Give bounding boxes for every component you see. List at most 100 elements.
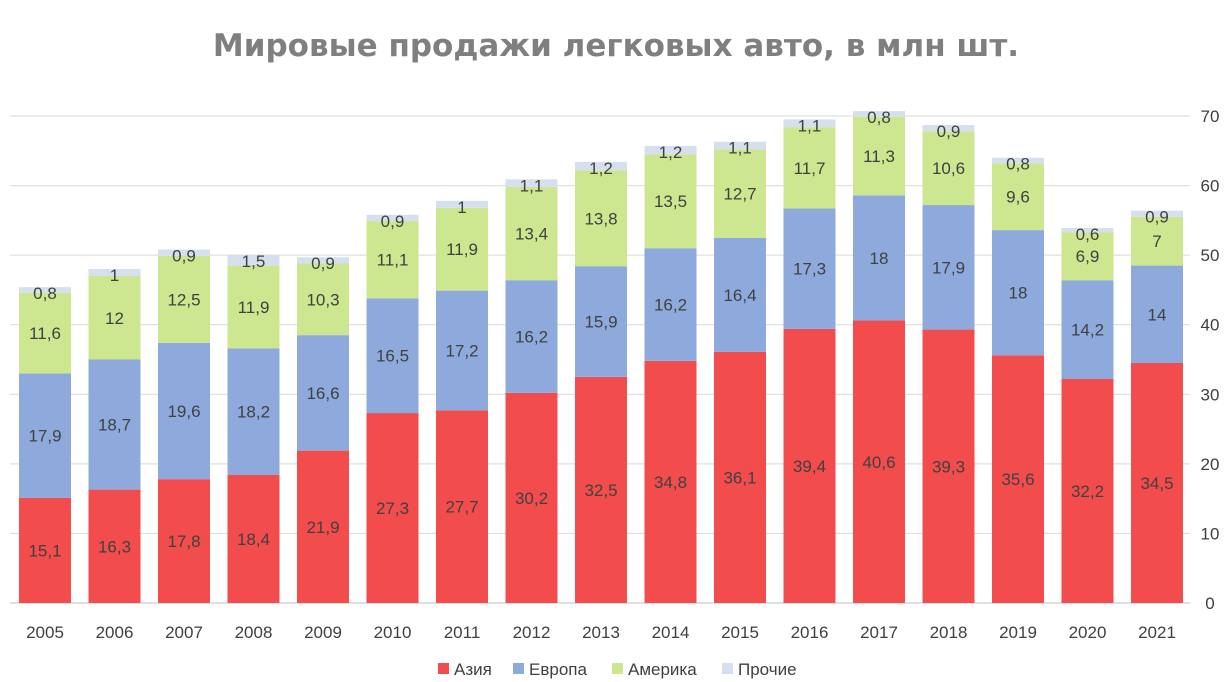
bar-Европа	[227, 348, 280, 475]
data-label: 0,9	[937, 122, 961, 141]
data-label: 16,4	[723, 286, 756, 305]
data-label: 34,5	[1140, 474, 1173, 493]
bar-Европа	[1131, 265, 1183, 363]
legend-label: Азия	[454, 660, 492, 679]
bar-Европа	[1061, 280, 1114, 379]
x-tick-label: 2020	[1069, 623, 1107, 642]
bar-Америка	[297, 263, 349, 336]
x-tick-label: 2014	[652, 623, 690, 642]
bar-Европа	[714, 237, 766, 352]
data-label: 1,1	[798, 116, 822, 135]
bar-Прочие	[227, 255, 280, 266]
bar-Азия	[436, 410, 488, 603]
bar-Прочие	[19, 287, 71, 293]
x-tick-label: 2005	[26, 623, 64, 642]
data-label: 32,2	[1071, 482, 1104, 501]
bar-Европа	[19, 373, 71, 498]
bar-Америка	[783, 127, 836, 209]
bar-Америка	[505, 186, 558, 281]
bar-Азия	[575, 376, 627, 603]
y-tick-label: 30	[1201, 385, 1220, 404]
bar-Европа	[158, 342, 210, 480]
data-label: 39,4	[793, 457, 826, 476]
y-axis: 0 10 20 30 40 50 60 70	[1201, 107, 1220, 613]
bar-Америка	[158, 255, 210, 343]
legend-label: Европа	[529, 660, 587, 679]
legend-label: Америка	[628, 660, 697, 679]
data-label: 18,2	[237, 403, 270, 422]
data-label: 27,3	[376, 499, 409, 518]
data-label: 11,1	[377, 251, 409, 270]
bar-Азия	[297, 450, 349, 603]
bar-Азия	[88, 489, 141, 603]
data-label: 0,8	[867, 108, 891, 127]
data-label: 6,9	[1076, 247, 1100, 266]
data-label: 11,7	[794, 159, 826, 178]
bars	[19, 111, 1183, 603]
bar-Америка	[714, 149, 766, 238]
y-tick-label: 10	[1201, 524, 1220, 543]
bar-Прочие	[644, 145, 697, 155]
data-label: 15,1	[28, 541, 61, 560]
bar-Европа	[922, 205, 975, 330]
bar-Америка	[992, 163, 1044, 231]
data-label: 1,5	[242, 252, 266, 271]
data-label: 0,9	[381, 212, 405, 231]
data-label: 13,8	[584, 209, 617, 228]
x-tick-label: 2018	[930, 623, 968, 642]
bar-Азия	[992, 355, 1044, 603]
bar-Прочие	[88, 269, 141, 277]
data-label: 1,1	[520, 176, 544, 195]
data-label: 0,8	[33, 284, 57, 303]
bar-Азия	[853, 320, 905, 603]
data-label: 17,3	[793, 260, 826, 279]
y-tick-label: 0	[1205, 594, 1214, 613]
bar-Прочие	[992, 157, 1044, 164]
data-label: 14,2	[1071, 321, 1104, 340]
data-label: 18	[1009, 284, 1028, 303]
chart-title: Мировые продажи легковых авто, в млн шт.	[213, 28, 1019, 64]
bar-Европа	[644, 248, 697, 361]
bar-Европа	[783, 208, 836, 329]
legend-swatch	[513, 663, 524, 674]
data-label: 17,2	[445, 341, 478, 360]
bar-Америка	[644, 154, 697, 249]
x-tick-label: 2017	[860, 623, 898, 642]
y-tick-label: 40	[1201, 316, 1220, 335]
bar-Америка	[922, 131, 975, 206]
data-label: 10,6	[932, 159, 965, 178]
bar-Европа	[297, 335, 349, 451]
data-label: 16,6	[306, 384, 339, 403]
data-label: 16,2	[515, 328, 548, 347]
data-label: 1,2	[589, 159, 613, 178]
bar-Америка	[366, 221, 419, 299]
data-label: 1,1	[728, 139, 752, 158]
legend-swatch	[438, 663, 449, 674]
data-label: 12	[105, 309, 124, 328]
bar-Азия	[644, 360, 697, 603]
x-tick-label: 2011	[444, 623, 481, 642]
data-label: 11,3	[863, 147, 895, 166]
data-label: 0,9	[172, 247, 196, 266]
data-label: 0,8	[1006, 155, 1030, 174]
data-label: 13,5	[654, 192, 687, 211]
data-label: 10,3	[306, 290, 339, 309]
bar-Прочие	[575, 161, 627, 171]
bar-Азия	[922, 329, 975, 603]
bar-Прочие	[366, 214, 419, 222]
x-tick-label: 2008	[235, 623, 273, 642]
bar-Европа	[88, 359, 141, 490]
bar-Европа	[366, 298, 419, 414]
data-label: 18,7	[98, 416, 131, 435]
legend-swatch	[612, 663, 623, 674]
bar-Америка	[227, 265, 280, 349]
y-tick-label: 50	[1201, 246, 1220, 265]
bar-Европа	[992, 230, 1044, 356]
data-label: 0,9	[311, 254, 335, 273]
bar-Америка	[436, 207, 488, 291]
bar-Прочие	[505, 179, 558, 187]
data-label: 30,2	[515, 489, 548, 508]
data-label: 27,7	[445, 498, 478, 517]
bar-Америка	[88, 276, 141, 360]
data-label: 16,2	[654, 296, 687, 315]
